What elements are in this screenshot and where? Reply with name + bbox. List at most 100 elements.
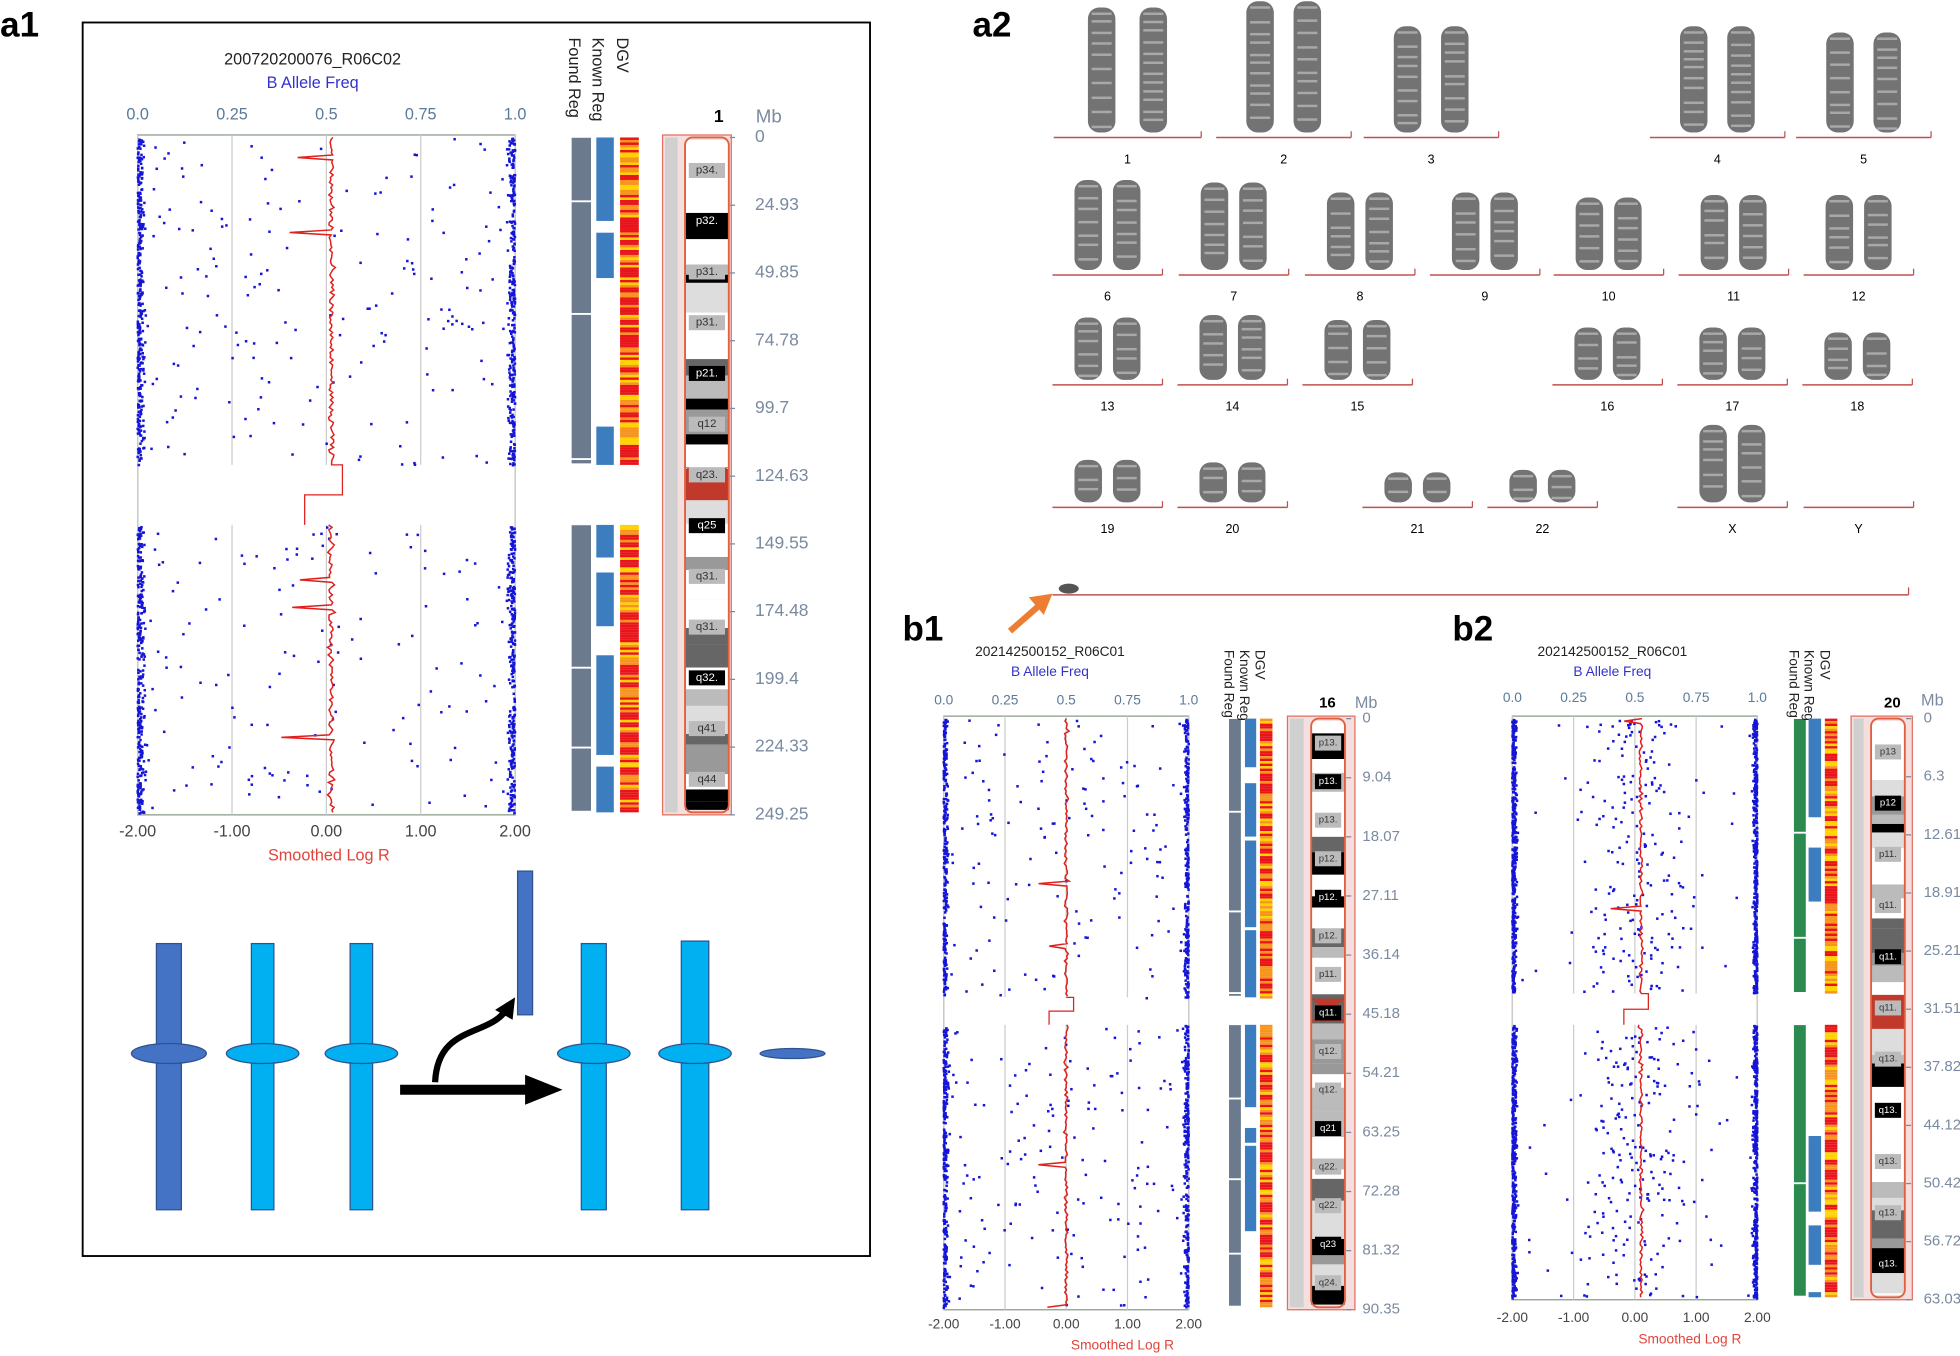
dgv-band xyxy=(1260,1285,1272,1287)
dgv-band xyxy=(1260,1027,1272,1029)
baf-point xyxy=(141,279,143,281)
baf-point xyxy=(1184,1156,1186,1158)
baf-point xyxy=(511,301,513,303)
baf-point xyxy=(1020,801,1022,803)
dgv-band xyxy=(1260,1280,1272,1282)
baf-point xyxy=(1612,957,1614,959)
dgv-band xyxy=(1260,881,1272,883)
dgv-band xyxy=(620,160,639,162)
baf-point xyxy=(1100,735,1102,737)
baf-point xyxy=(972,1285,974,1287)
baf-point xyxy=(513,614,515,616)
dgv-band xyxy=(1260,1292,1272,1294)
baf-point xyxy=(253,286,255,288)
baf-point xyxy=(335,533,337,535)
baf-point xyxy=(144,227,146,229)
baf-point xyxy=(1180,793,1182,795)
baf-point xyxy=(513,259,515,261)
dgv-band xyxy=(1260,1287,1272,1289)
dgv-band xyxy=(1260,1267,1272,1269)
baf-point xyxy=(512,661,514,663)
dgv-band xyxy=(1260,806,1272,808)
baf-point xyxy=(290,357,292,359)
dgv-band xyxy=(1260,771,1272,773)
dgv-band xyxy=(620,622,639,624)
baf-point xyxy=(512,580,514,582)
baf-point xyxy=(1636,851,1638,853)
baf-point xyxy=(1187,1035,1189,1037)
baf-point xyxy=(1512,886,1514,888)
dgv-band xyxy=(620,387,639,389)
baf-point xyxy=(138,652,140,654)
baf-point xyxy=(1679,946,1681,948)
baf-point xyxy=(143,202,145,204)
baf-point xyxy=(514,150,516,152)
baf-point xyxy=(140,713,142,715)
baf-point xyxy=(1121,1092,1123,1094)
baf-point xyxy=(1187,816,1189,818)
baf-point xyxy=(424,550,426,552)
dgv-band xyxy=(620,572,639,574)
baf-point xyxy=(188,622,190,624)
baf-point xyxy=(981,983,983,985)
dgv-band xyxy=(1260,871,1272,873)
baf-point xyxy=(180,395,182,397)
baf-point xyxy=(279,208,281,210)
dgv-band xyxy=(620,552,639,554)
baf-point xyxy=(509,463,511,465)
baf-point xyxy=(1130,850,1132,852)
baf-point xyxy=(137,263,139,265)
baf-point xyxy=(510,790,512,792)
baf-point xyxy=(137,555,139,557)
baf-point xyxy=(498,586,500,588)
baf-point xyxy=(506,354,508,356)
baf-point xyxy=(1057,1256,1059,1258)
baf-point xyxy=(943,1297,945,1299)
baf-point xyxy=(460,662,462,664)
baf-point xyxy=(1592,946,1594,948)
baf-point xyxy=(139,246,141,248)
baf-point xyxy=(1679,885,1681,887)
baf-point xyxy=(1680,841,1682,843)
dgv-band xyxy=(620,807,639,809)
baf-point xyxy=(141,800,143,802)
found-region xyxy=(1229,912,1241,992)
baf-point xyxy=(1632,960,1634,962)
baf-point xyxy=(1756,831,1758,833)
baf-point xyxy=(1756,895,1758,897)
baf-point xyxy=(511,597,513,599)
baf-point xyxy=(1513,797,1515,799)
baf-point xyxy=(141,303,143,305)
baf-point xyxy=(943,923,945,925)
dgv-band xyxy=(1260,744,1272,746)
baf-point xyxy=(1753,896,1755,898)
dgv-band xyxy=(620,620,639,622)
dgv-band xyxy=(620,675,639,677)
dgv-band xyxy=(1260,921,1272,923)
dgv-band xyxy=(620,335,639,337)
dgv-band xyxy=(620,595,639,597)
baf-point xyxy=(946,1038,948,1040)
baf-point xyxy=(137,202,139,204)
dgv-band xyxy=(620,235,639,237)
baf-point xyxy=(1109,1219,1111,1221)
dgv-band xyxy=(1260,1050,1272,1052)
dgv-band xyxy=(1260,1072,1272,1074)
baf-point xyxy=(138,161,140,163)
dgv-band xyxy=(620,260,639,262)
dgv-band xyxy=(620,657,639,659)
baf-point xyxy=(1169,1083,1171,1085)
baf-point xyxy=(962,1182,964,1184)
dgv-band xyxy=(1260,971,1272,973)
baf-point xyxy=(1171,1185,1173,1187)
dgv-band xyxy=(620,527,639,529)
dgv-band xyxy=(1260,769,1272,771)
dgv-band xyxy=(620,205,639,207)
baf-point xyxy=(141,343,143,345)
baf-point xyxy=(138,364,140,366)
baf-point xyxy=(506,221,508,223)
baf-point xyxy=(508,678,510,680)
baf-point xyxy=(1120,1304,1122,1306)
baf-point xyxy=(1692,905,1694,907)
ideogram-band xyxy=(1311,837,1345,852)
